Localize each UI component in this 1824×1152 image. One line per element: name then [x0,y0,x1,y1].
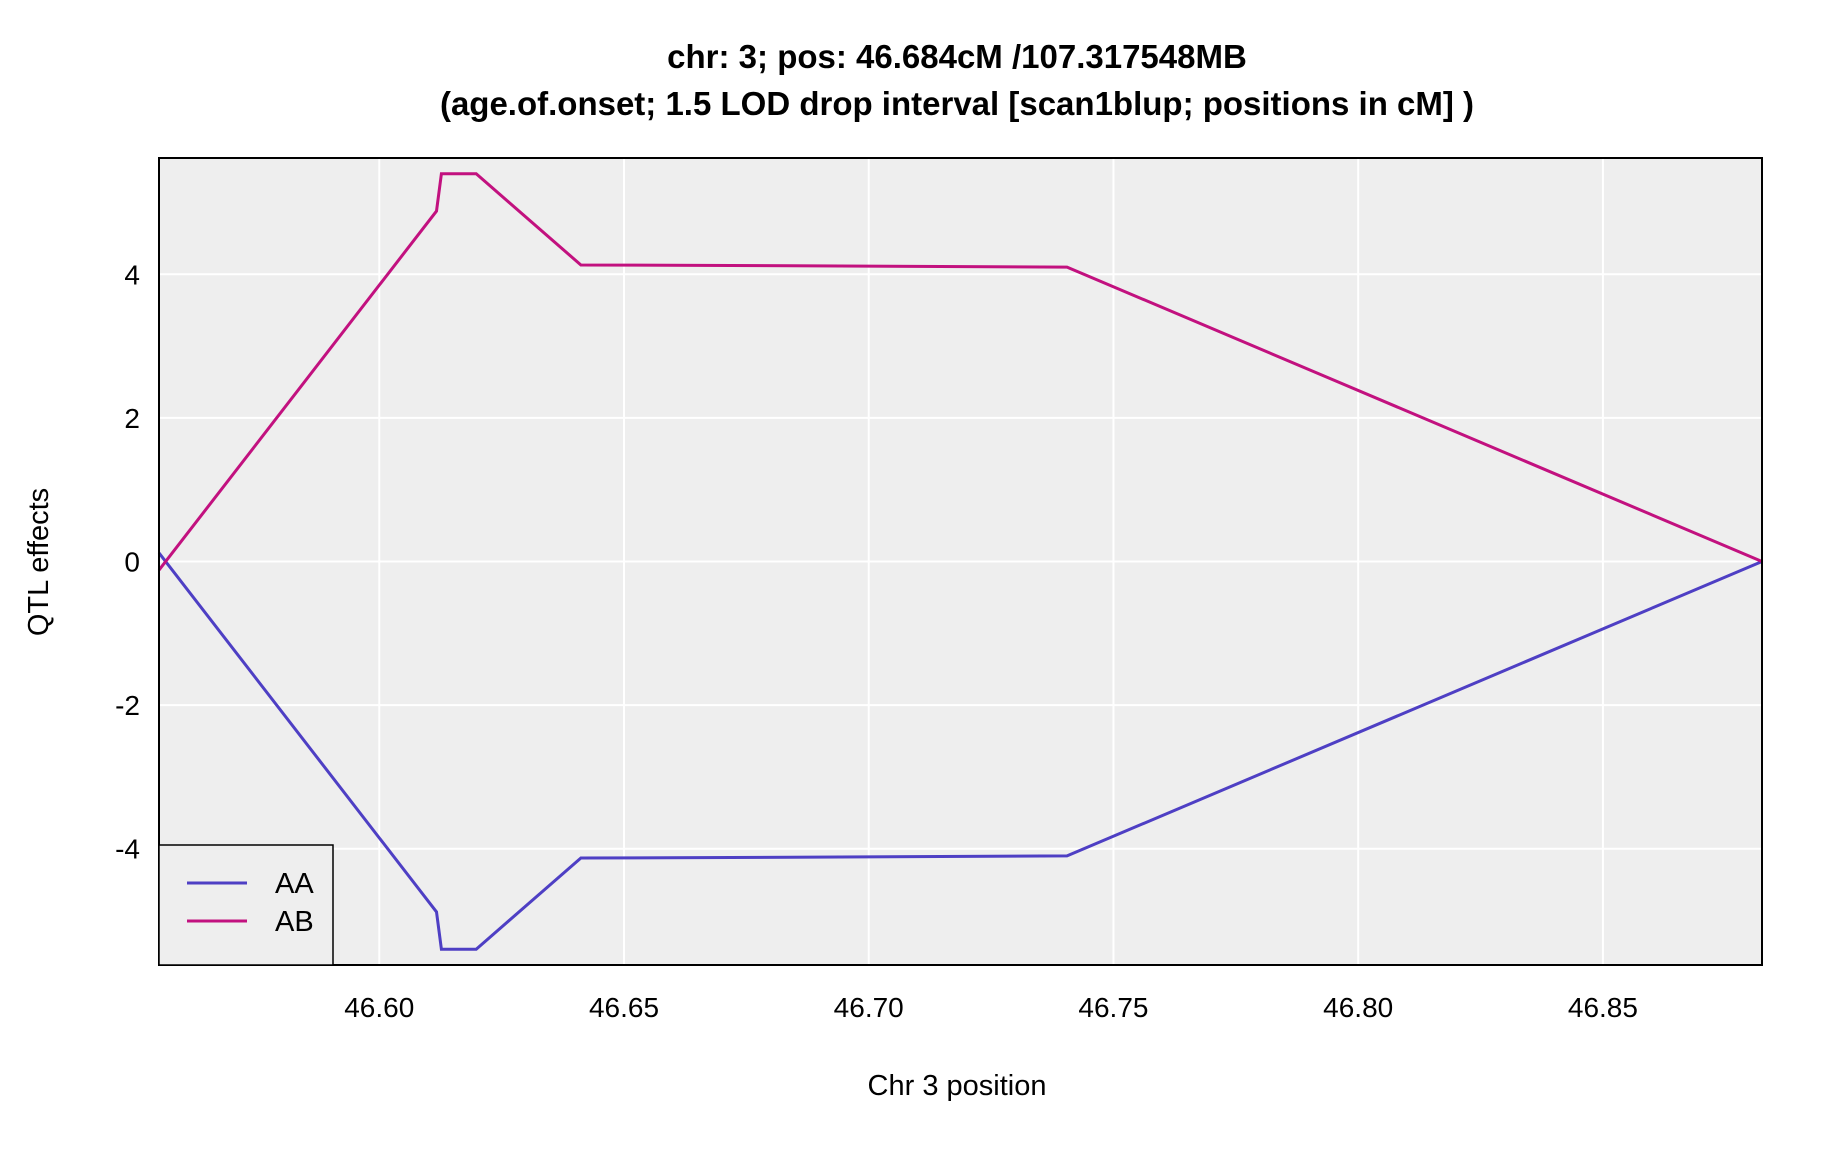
x-axis-label: Chr 3 position [868,1070,1047,1102]
x-axis: 46.60 46.65 46.70 46.75 46.80 46.85 [344,992,1638,1023]
legend: AA AB [158,844,334,966]
grid-lines [159,158,1762,965]
y-axis-label: QTL effects [23,488,55,636]
plot-frame [158,157,1763,966]
series-line-aa [157,551,1763,951]
x-tick-label: 46.60 [344,992,414,1023]
x-tick-label: 46.70 [834,992,904,1023]
y-tick-label: 0 [124,547,140,578]
series-line-ab [157,172,1763,572]
y-tick-label: 4 [124,259,140,290]
chart-title: chr: 3; pos: 46.684cM /107.317548MB [667,38,1247,75]
y-tick-label: -4 [115,834,140,865]
legend-label-ab: AB [275,906,314,938]
chart-subtitle: (age.of.onset; 1.5 LOD drop interval [sc… [440,85,1474,122]
x-tick-label: 46.75 [1078,992,1148,1023]
x-tick-label: 46.85 [1568,992,1638,1023]
y-axis: -4 -2 0 2 4 [115,259,140,864]
legend-label-aa: AA [275,868,314,900]
x-tick-label: 46.80 [1323,992,1393,1023]
y-tick-label: 2 [124,403,140,434]
series-lines [157,172,1763,951]
legend-box [158,844,334,966]
y-tick-label: -2 [115,690,140,721]
x-tick-label: 46.65 [589,992,659,1023]
